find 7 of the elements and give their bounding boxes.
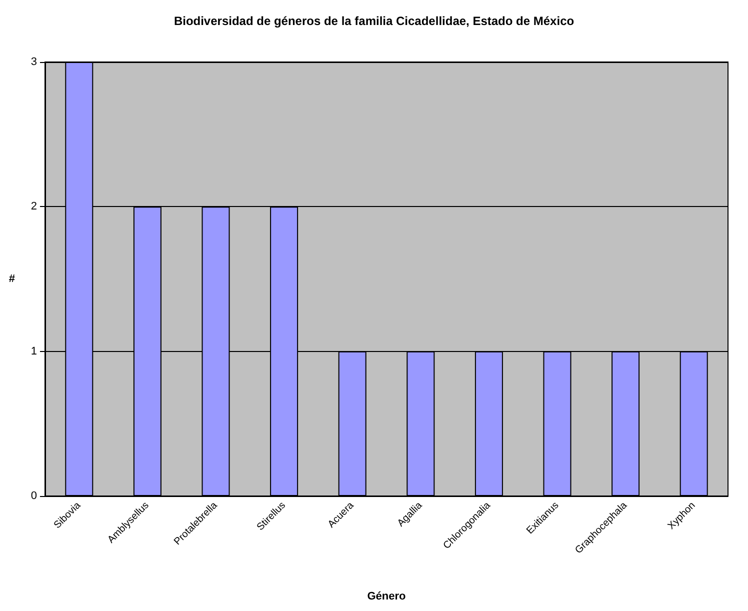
y-tick-label: 1 — [30, 345, 37, 358]
chart-title: Biodiversidad de géneros de la familia Cicadellidae, Estado de México — [174, 14, 574, 28]
x-axis-title: Género — [367, 590, 406, 602]
y-tick-label: 2 — [30, 200, 37, 213]
y-tick-label: 0 — [30, 490, 37, 502]
y-tick-label: 3 — [30, 56, 37, 68]
y-axis-title: # — [8, 273, 15, 285]
